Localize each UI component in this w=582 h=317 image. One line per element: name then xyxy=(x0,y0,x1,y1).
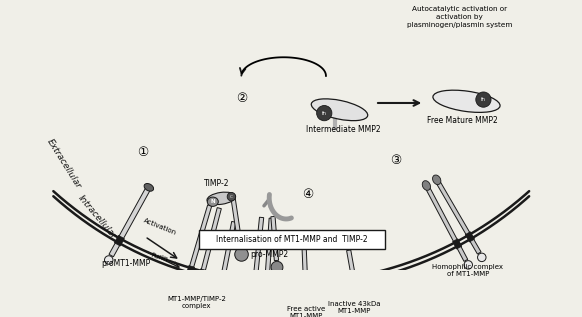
Polygon shape xyxy=(109,239,122,257)
Polygon shape xyxy=(350,275,357,284)
FancyBboxPatch shape xyxy=(199,230,385,249)
Circle shape xyxy=(180,287,189,296)
Text: Intermediate MMP2: Intermediate MMP2 xyxy=(307,125,381,134)
Ellipse shape xyxy=(207,197,218,206)
Circle shape xyxy=(193,291,201,299)
Text: TIMP-2: TIMP-2 xyxy=(204,179,230,188)
Circle shape xyxy=(302,302,311,311)
Ellipse shape xyxy=(311,99,368,121)
Polygon shape xyxy=(221,222,236,279)
Circle shape xyxy=(476,92,491,107)
Ellipse shape xyxy=(207,192,236,204)
Polygon shape xyxy=(303,280,309,289)
Polygon shape xyxy=(200,208,221,274)
Circle shape xyxy=(271,261,283,273)
Text: Free Mature MMP2: Free Mature MMP2 xyxy=(427,116,498,125)
Text: Extracellular: Extracellular xyxy=(45,138,83,191)
Polygon shape xyxy=(115,235,125,246)
Polygon shape xyxy=(219,282,225,283)
Polygon shape xyxy=(236,240,243,247)
Ellipse shape xyxy=(144,184,154,191)
Polygon shape xyxy=(347,250,356,280)
Text: pro-MMP2: pro-MMP2 xyxy=(250,250,288,259)
Circle shape xyxy=(317,106,332,121)
Text: fn: fn xyxy=(322,111,327,116)
Circle shape xyxy=(353,297,362,305)
Text: Free active
MT1-MMP: Free active MT1-MMP xyxy=(286,306,325,317)
Text: ③: ③ xyxy=(391,154,402,167)
Polygon shape xyxy=(231,198,243,247)
Polygon shape xyxy=(264,280,270,288)
Ellipse shape xyxy=(432,175,441,184)
Polygon shape xyxy=(352,279,359,296)
Text: Inactive 43kDa
MT1-MMP: Inactive 43kDa MT1-MMP xyxy=(328,301,380,314)
Polygon shape xyxy=(251,283,257,300)
Text: Homophilic complex
of MT1-MMP: Homophilic complex of MT1-MMP xyxy=(432,264,503,277)
Polygon shape xyxy=(265,218,274,284)
Ellipse shape xyxy=(423,181,431,190)
Polygon shape xyxy=(196,273,204,291)
Polygon shape xyxy=(455,243,468,262)
Polygon shape xyxy=(264,284,269,301)
Text: ①: ① xyxy=(137,146,149,158)
Ellipse shape xyxy=(433,90,500,113)
Text: MT1-MMP/TIMP-2
complex: MT1-MMP/TIMP-2 complex xyxy=(167,296,226,309)
Text: ④: ④ xyxy=(301,188,313,201)
Text: fn: fn xyxy=(481,97,486,102)
Text: Furin: Furin xyxy=(150,253,168,263)
Polygon shape xyxy=(117,186,151,242)
Text: Activation: Activation xyxy=(143,218,178,236)
Polygon shape xyxy=(468,236,481,254)
Polygon shape xyxy=(424,184,459,245)
Polygon shape xyxy=(186,266,194,275)
Text: Intracellular: Intracellular xyxy=(76,194,118,241)
Polygon shape xyxy=(221,278,225,279)
Text: ②: ② xyxy=(236,92,248,105)
Polygon shape xyxy=(453,239,462,249)
Circle shape xyxy=(105,256,113,264)
Text: proMT1-MMP: proMT1-MMP xyxy=(101,259,151,268)
Polygon shape xyxy=(184,270,193,287)
Polygon shape xyxy=(301,232,308,285)
Circle shape xyxy=(249,301,257,309)
Polygon shape xyxy=(253,217,264,283)
Circle shape xyxy=(261,302,269,310)
Circle shape xyxy=(235,248,249,261)
Text: Internalisation of MT1-MMP and  TIMP-2: Internalisation of MT1-MMP and TIMP-2 xyxy=(217,235,368,244)
Text: N: N xyxy=(211,199,215,204)
Polygon shape xyxy=(271,217,279,261)
Text: Autocatalytic activation or
activation by
plasminogen/plasmin system: Autocatalytic activation or activation b… xyxy=(407,6,512,28)
Polygon shape xyxy=(189,205,212,271)
Polygon shape xyxy=(304,285,308,302)
Polygon shape xyxy=(251,279,258,288)
Circle shape xyxy=(227,192,236,201)
Text: C: C xyxy=(230,195,233,199)
Circle shape xyxy=(464,261,473,269)
Polygon shape xyxy=(465,232,474,242)
Polygon shape xyxy=(198,269,206,279)
Circle shape xyxy=(478,253,486,262)
Polygon shape xyxy=(435,179,472,238)
